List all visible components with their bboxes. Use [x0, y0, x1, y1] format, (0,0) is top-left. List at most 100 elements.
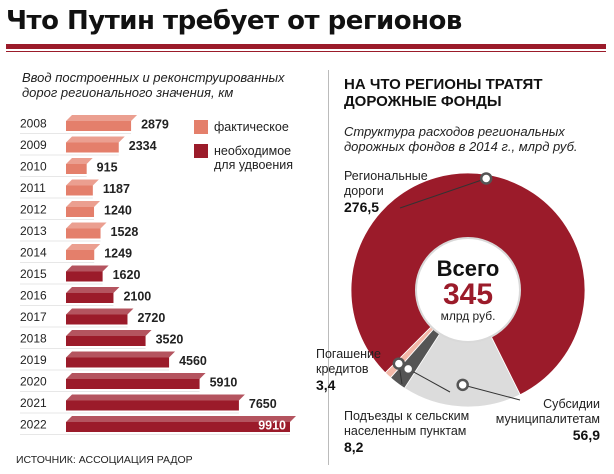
bar-top-face — [66, 287, 120, 293]
legend-label-required-line1: необходимое — [214, 144, 291, 158]
bar-value-label: 4560 — [179, 354, 207, 368]
bar — [66, 379, 200, 389]
bar — [66, 250, 95, 260]
slice-name-line1: Субсидии — [543, 397, 600, 411]
callout-marker — [392, 357, 406, 370]
legend-swatch-required — [194, 144, 208, 158]
bar — [66, 293, 114, 303]
donut-center-value: 345 — [443, 278, 493, 311]
slice-name-line1: Подъезды к сельским — [344, 409, 469, 423]
bar — [66, 314, 128, 325]
column-divider — [328, 70, 329, 465]
pie-heading: НА ЧТО РЕГИОНЫ ТРАТЯТ ДОРОЖНЫЕ ФОНДЫ — [344, 76, 543, 110]
bar-year-label: 2017 — [20, 310, 47, 324]
bar-year-label: 2022 — [20, 418, 47, 432]
slice-name-line2: дороги — [344, 184, 384, 198]
bar-value-label: 2334 — [129, 139, 157, 153]
bar-value-label: 7650 — [249, 397, 277, 411]
donut-chart — [350, 172, 586, 408]
slice-value-label: 3,4 — [316, 377, 336, 393]
bar-year-label: 2012 — [20, 203, 47, 217]
bar-top-face — [66, 244, 101, 250]
slice-value-label: 276,5 — [344, 199, 379, 215]
bar-subtitle-line2: дорог регионального значения, км — [22, 85, 234, 100]
bar-value-label: 1240 — [104, 204, 132, 218]
bar-top-face — [66, 222, 107, 229]
bar-top-face — [66, 115, 138, 121]
bar-value-label: 1249 — [104, 247, 132, 261]
bar-year-label: 2020 — [20, 375, 47, 389]
bar-value-label: 5910 — [210, 376, 238, 390]
legend-label-actual: фактическое — [214, 120, 289, 134]
bar-value-label: 1620 — [113, 268, 141, 282]
bar-year-label: 2009 — [20, 138, 47, 152]
slice-value-label: 8,2 — [344, 439, 364, 455]
pie-subtitle-line2: дорожных фондов в 2014 г., млрд руб. — [344, 139, 578, 154]
bar-year-label: 2011 — [20, 181, 46, 195]
bar-chart: 2008 2879 2009 2334 2010 915 2011 1187 2012 1240 2… — [20, 115, 296, 435]
bar-value-label: 9910 — [258, 419, 286, 433]
bar-top-face — [66, 373, 206, 379]
bar-year-label: 2014 — [20, 246, 47, 260]
bar-top-face — [66, 416, 296, 422]
bar-year-label: 2013 — [20, 224, 47, 238]
bar-value-label: 915 — [97, 161, 118, 175]
bar — [66, 121, 132, 131]
bar — [66, 271, 103, 282]
bar-value-label: 2720 — [137, 311, 165, 325]
donut-center-label: Всего — [437, 256, 500, 281]
donut-hole — [415, 237, 521, 343]
page-title: Что Путин требует от регионов — [6, 6, 462, 36]
bar-value-label: 1187 — [103, 182, 130, 196]
title-rule — [6, 44, 606, 49]
bar — [66, 207, 95, 217]
title-rule-thin — [6, 51, 606, 52]
bar-year-label: 2016 — [20, 289, 47, 303]
bar-top-face — [66, 330, 152, 336]
callout-line — [407, 368, 451, 393]
slice-name-line2: муниципалитетам — [496, 412, 600, 426]
bar-chart-subtitle: Ввод построенных и реконструированных до… — [22, 70, 285, 100]
bar-year-label: 2008 — [20, 117, 47, 131]
slice-name-line1: Региональные — [344, 169, 428, 183]
bar — [66, 357, 170, 368]
bar — [66, 422, 290, 432]
bar — [66, 185, 93, 196]
slice-name-line2: кредитов — [316, 362, 369, 376]
bar-year-label: 2021 — [20, 396, 47, 410]
callout-marker — [456, 378, 469, 392]
bar-value-label: 1528 — [111, 225, 139, 239]
bar — [66, 336, 146, 346]
bar-year-label: 2015 — [20, 267, 47, 281]
bar-value-label: 3520 — [156, 333, 184, 347]
bar-top-face — [66, 136, 125, 143]
bar-top-face — [66, 308, 134, 315]
slice-name-line1: Погашение — [316, 347, 381, 361]
donut-center: Всего 345 млрд руб. — [437, 256, 500, 323]
bar-top-face — [66, 158, 93, 164]
callout-marker — [401, 362, 415, 376]
bar — [66, 400, 239, 411]
bar-year-label: 2019 — [20, 353, 47, 367]
bar-top-face — [66, 265, 109, 272]
bar-top-face — [66, 394, 245, 401]
bar-top-face — [66, 179, 99, 186]
slice-name-line2: населенным пунктам — [344, 424, 466, 438]
bar-year-label: 2010 — [20, 160, 47, 174]
source-note: ИСТОЧНИК: АССОЦИАЦИЯ РАДОР — [16, 454, 193, 466]
bar — [66, 228, 101, 239]
callout-line — [462, 384, 521, 401]
pie-heading-line1: НА ЧТО РЕГИОНЫ ТРАТЯТ — [344, 76, 543, 93]
legend-swatch-actual — [194, 120, 208, 134]
bar — [66, 164, 87, 174]
bar-value-label: 2879 — [141, 118, 169, 132]
bar — [66, 142, 119, 153]
bar-value-label: 2100 — [123, 290, 151, 304]
bar-legend: фактическое необходимое для удвоения — [194, 120, 293, 172]
bar-year-label: 2018 — [20, 332, 47, 346]
callout-line — [399, 177, 487, 209]
pie-heading-line2: ДОРОЖНЫЕ ФОНДЫ — [344, 93, 502, 110]
donut-center-unit: млрд руб. — [441, 309, 496, 323]
